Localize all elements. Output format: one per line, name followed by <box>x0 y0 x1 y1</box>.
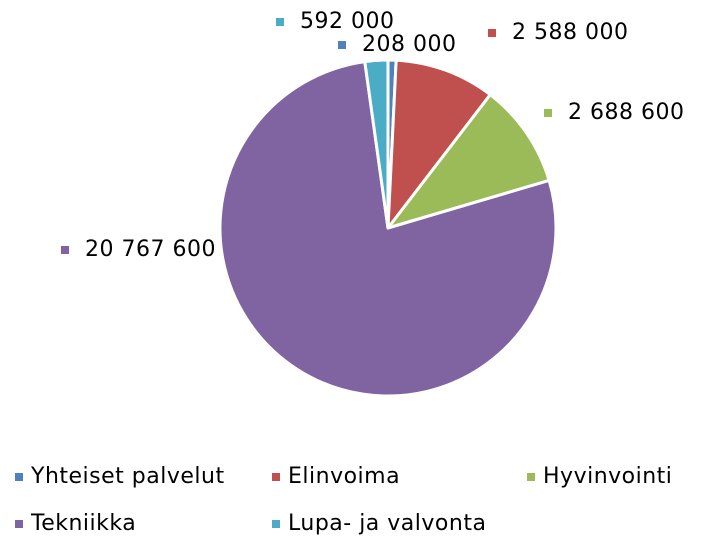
legend-label: Elinvoima <box>288 464 400 489</box>
legend-label: Yhteiset palvelut <box>30 464 225 489</box>
legend-marker <box>527 473 535 481</box>
legend-label: Hyvinvointi <box>543 464 672 489</box>
legend-marker <box>272 473 280 481</box>
data-label-marker <box>61 246 69 254</box>
data-label: 592 000 <box>300 9 394 34</box>
pie-slice <box>386 58 492 230</box>
legend-label: Lupa- ja valvonta <box>288 511 486 536</box>
legend-marker <box>15 520 23 528</box>
pie-slice <box>386 93 551 230</box>
data-label-marker <box>488 29 496 37</box>
data-label: 2 688 600 <box>568 100 684 125</box>
legend-marker <box>272 520 280 528</box>
data-label-marker <box>276 18 284 26</box>
legend-label: Tekniikka <box>30 511 136 536</box>
pie-slice <box>363 58 390 230</box>
data-label: 20 767 600 <box>85 237 216 262</box>
legend-marker <box>15 473 23 481</box>
data-label-marker <box>338 41 346 49</box>
data-label: 208 000 <box>362 32 456 57</box>
data-label-marker <box>544 109 552 117</box>
data-label: 2 588 000 <box>512 20 628 45</box>
